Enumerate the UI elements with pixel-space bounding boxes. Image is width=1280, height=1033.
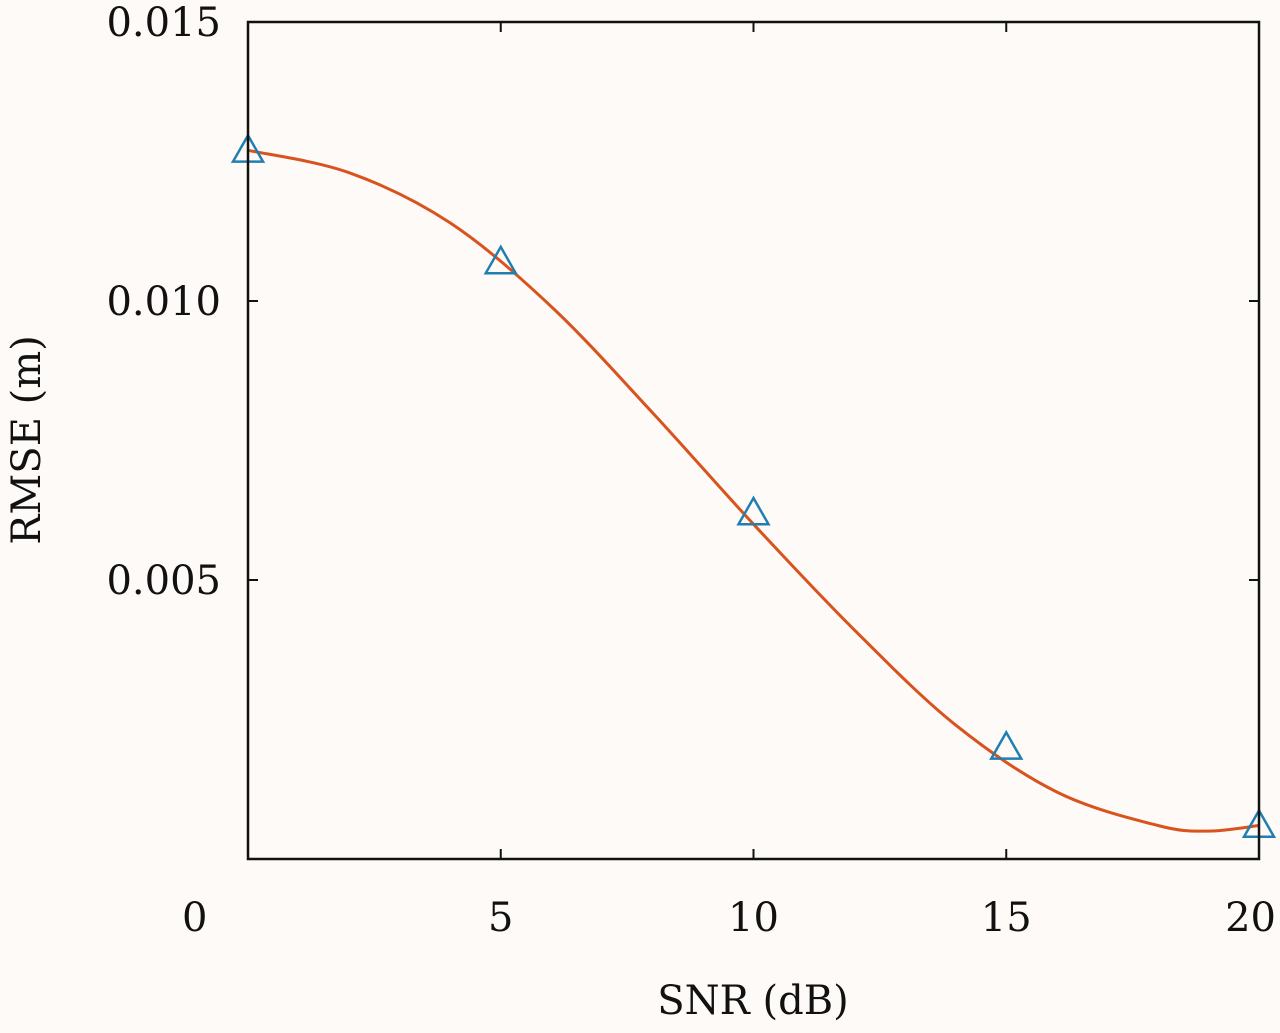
triangle-marker-point <box>483 244 518 275</box>
y-tick-label: 0.015 <box>106 0 221 46</box>
tick-labels-layer: 0 5 10 15 20 0.005 0.010 0.015 <box>106 0 1276 941</box>
plot-frame <box>246 20 1261 861</box>
fit-curve-line <box>247 148 1260 833</box>
x-tick-label: 15 <box>981 895 1032 941</box>
x-tick-label: 5 <box>488 895 513 941</box>
triangle-marker-point <box>989 729 1024 760</box>
marker-layer <box>230 132 1277 839</box>
x-axis-label: SNR (dB) <box>657 978 848 1024</box>
triangle-marker-point <box>736 495 771 526</box>
y-tick-label: 0.010 <box>106 279 221 325</box>
fit-curve-layer <box>247 148 1260 833</box>
x-tick-label: 0 <box>182 895 207 941</box>
ticks-layer <box>247 21 1260 859</box>
x-tick-label: 10 <box>728 895 779 941</box>
y-tick-label: 0.005 <box>106 558 221 604</box>
y-axis-label: RMSE (m) <box>4 335 50 545</box>
x-tick-label: 20 <box>1225 895 1276 941</box>
